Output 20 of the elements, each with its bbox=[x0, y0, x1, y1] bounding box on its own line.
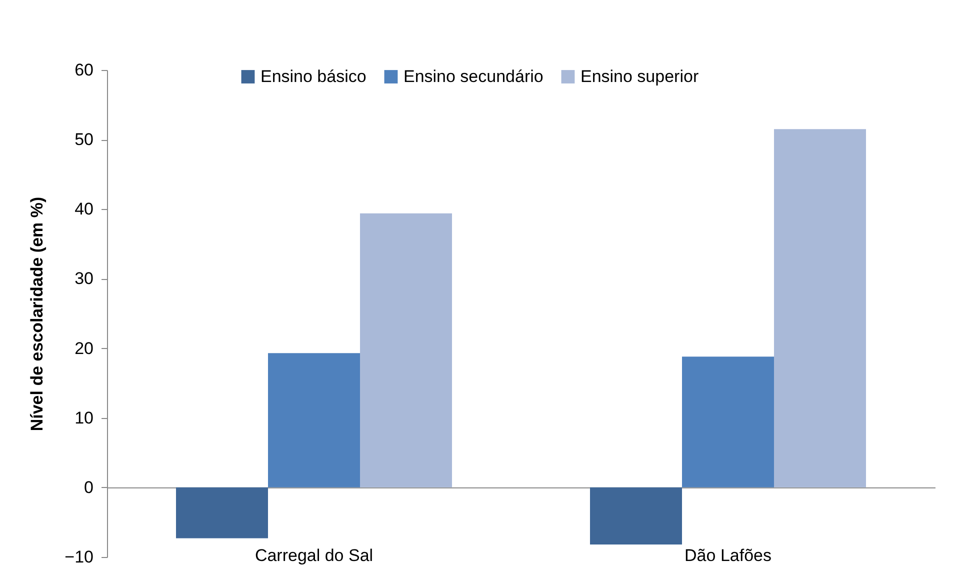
y-tick-label: −10 bbox=[64, 548, 94, 566]
y-tick-label: 50 bbox=[74, 130, 94, 150]
x-tick-label: Carregal do Sal bbox=[254, 546, 374, 565]
x-tick-label: Dão Lafões bbox=[684, 546, 772, 565]
bar bbox=[774, 129, 866, 488]
bar bbox=[268, 353, 360, 488]
bar bbox=[590, 487, 682, 544]
legend-label: Ensino superior bbox=[580, 66, 699, 86]
y-tick-label: 10 bbox=[74, 408, 94, 428]
bar bbox=[682, 356, 774, 488]
bar bbox=[360, 213, 452, 488]
y-tick-label: 60 bbox=[74, 60, 94, 80]
y-tick-label: 40 bbox=[74, 200, 94, 219]
y-tick-label: 30 bbox=[74, 269, 94, 288]
y-tick-label: 0 bbox=[84, 478, 94, 497]
y-axis-title: Nível de escolaridade (em %) bbox=[28, 196, 47, 432]
legend-label: Ensino básico bbox=[260, 66, 366, 86]
y-tick-label: 20 bbox=[74, 338, 94, 358]
bar bbox=[176, 487, 268, 538]
legend-label: Ensino secundário bbox=[403, 66, 544, 86]
